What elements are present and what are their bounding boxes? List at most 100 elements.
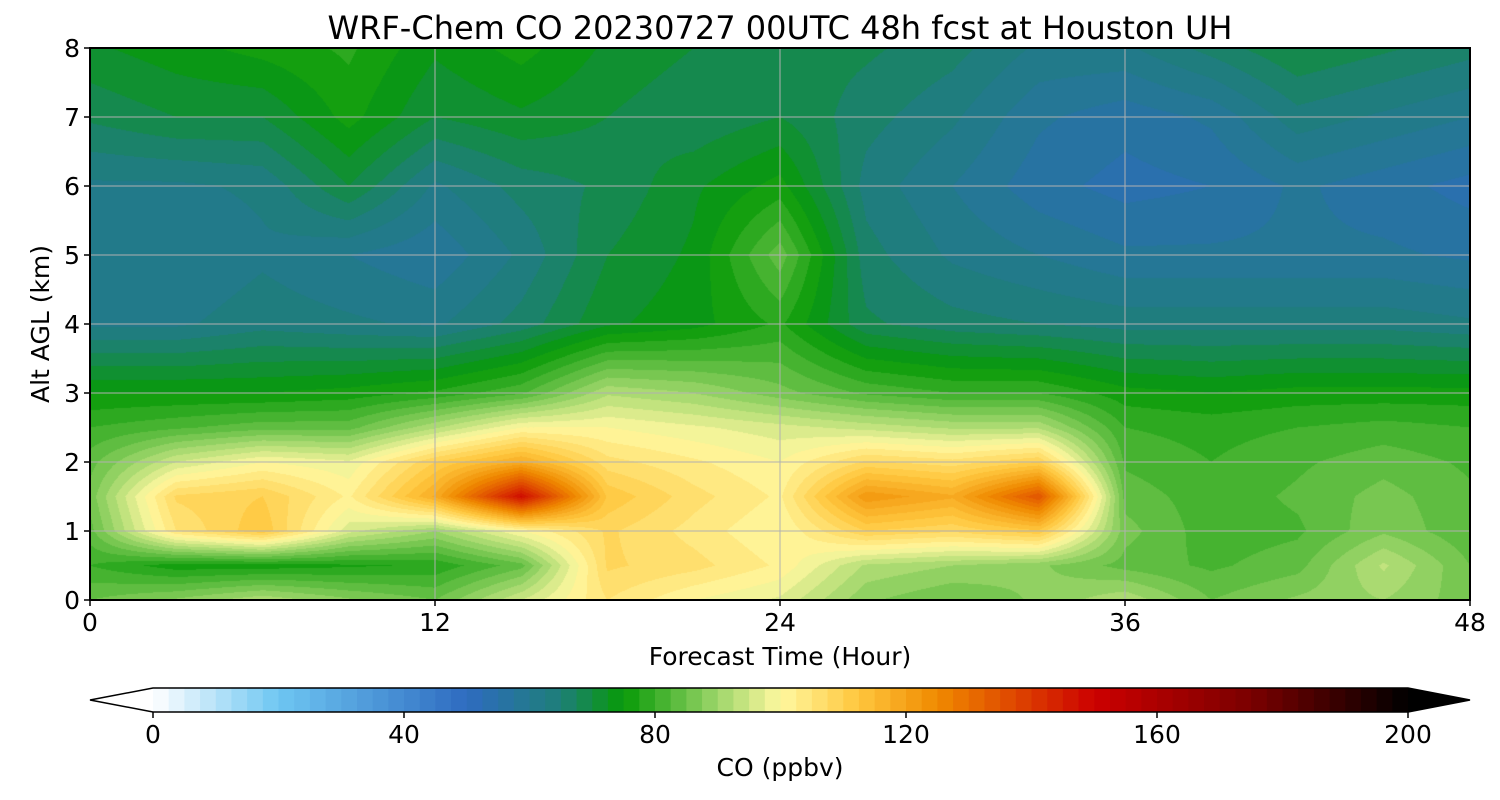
colorbar-segment: [294, 688, 311, 712]
colorbar-segment: [1282, 688, 1299, 712]
colorbar-segment: [1109, 688, 1127, 712]
colorbar-extend-min: [90, 688, 153, 712]
y-tick-label: 4: [64, 310, 80, 339]
colorbar-segment: [686, 688, 703, 712]
x-tick-label: 36: [1109, 608, 1141, 637]
colorbar-tick-label: 80: [639, 720, 671, 749]
colorbar-segment: [607, 688, 625, 712]
x-tick-label: 48: [1454, 608, 1486, 637]
colorbar-segment: [1094, 688, 1111, 712]
y-tick-label: 6: [64, 172, 80, 201]
colorbar-segment: [153, 688, 170, 712]
colorbar-segment: [1219, 688, 1237, 712]
colorbar-segment: [215, 688, 233, 712]
x-tick-label: 12: [419, 608, 451, 637]
colorbar-segment: [1125, 688, 1142, 712]
colorbar-segment: [356, 688, 374, 712]
colorbar-segment: [451, 688, 468, 712]
colorbar-segment: [1062, 688, 1080, 712]
colorbar-tick-label: 0: [145, 720, 161, 749]
colorbar-segment: [1000, 688, 1017, 712]
colorbar-segment: [702, 688, 719, 712]
colorbar: [89, 687, 1471, 713]
colorbar-segment: [968, 688, 986, 712]
colorbar-segment: [435, 688, 452, 712]
colorbar-segment: [764, 688, 782, 712]
colorbar-segment: [670, 688, 687, 712]
colorbar-segment: [733, 688, 750, 712]
colorbar-segment: [1188, 688, 1205, 712]
colorbar-segment: [1251, 688, 1268, 712]
colorbar-segment: [545, 688, 562, 712]
colorbar-segment: [184, 688, 201, 712]
colorbar-segment: [937, 688, 954, 712]
colorbar-segment: [1031, 688, 1048, 712]
colorbar-tick-label: 200: [1384, 720, 1432, 749]
y-tick-label: 1: [64, 517, 80, 546]
colorbar-segment: [1298, 688, 1315, 712]
colorbar-label: CO (ppbv): [717, 753, 844, 782]
y-tick-label: 5: [64, 241, 80, 270]
chart-title: WRF-Chem CO 20230727 00UTC 48h fcst at H…: [328, 9, 1233, 47]
colorbar-segment: [984, 688, 1001, 712]
colorbar-segment: [921, 688, 938, 712]
colorbar-tick-label: 160: [1133, 720, 1181, 749]
colorbar-segment: [1172, 688, 1189, 712]
colorbar-segment: [1329, 688, 1346, 712]
colorbar-segment: [325, 688, 342, 712]
colorbar-segment: [1392, 688, 1409, 712]
colorbar-segment: [498, 688, 515, 712]
colorbar-segment: [341, 688, 358, 712]
colorbar-segment: [843, 688, 860, 712]
y-tick-label: 8: [64, 34, 80, 63]
colorbar-segment: [717, 688, 735, 712]
x-axis: 0 12 24 36 48: [82, 600, 1486, 637]
colorbar-segment: [890, 688, 907, 712]
colorbar-segment: [874, 688, 891, 712]
colorbar-segment: [780, 688, 797, 712]
colorbar-segment: [1313, 688, 1331, 712]
colorbar-segment: [1047, 688, 1064, 712]
colorbar-segment: [1376, 688, 1393, 712]
colorbar-segment: [1078, 688, 1095, 712]
y-tick-label: 2: [64, 448, 80, 477]
colorbar-segment: [1235, 688, 1252, 712]
colorbar-segment: [278, 688, 295, 712]
colorbar-segment: [827, 688, 844, 712]
y-tick-label: 3: [64, 379, 80, 408]
y-tick-label: 7: [64, 103, 80, 132]
colorbar-segment: [623, 688, 640, 712]
y-tick-label: 0: [64, 586, 80, 615]
colorbar-segment: [262, 688, 280, 712]
colorbar-tick-label: 120: [882, 720, 930, 749]
colorbar-segment: [639, 688, 656, 712]
colorbar-segment: [388, 688, 405, 712]
colorbar-segment: [529, 688, 546, 712]
colorbar-segment: [200, 688, 217, 712]
colorbar-segment: [1345, 688, 1362, 712]
y-axis-label: Alt AGL (km): [26, 245, 55, 403]
colorbar-segment: [168, 688, 185, 712]
colorbar-segment: [560, 688, 578, 712]
colorbar-segment: [231, 688, 248, 712]
x-tick-label: 24: [764, 608, 796, 637]
colorbar-segment: [953, 688, 970, 712]
colorbar-segment: [513, 688, 531, 712]
colorbar-segment: [419, 688, 436, 712]
colorbar-segment: [404, 688, 421, 712]
colorbar-segment: [1204, 688, 1221, 712]
colorbar-segment: [372, 688, 389, 712]
colorbar-ticks: 0 40 80 120 160 200: [145, 712, 1432, 749]
colorbar-tick-label: 40: [388, 720, 420, 749]
x-tick-label: 0: [82, 608, 98, 637]
colorbar-extend-max: [1408, 688, 1470, 712]
colorbar-segment: [1266, 688, 1284, 712]
colorbar-segment: [309, 688, 327, 712]
colorbar-segment: [1015, 688, 1033, 712]
colorbar-segment: [858, 688, 876, 712]
colorbar-segment: [1141, 688, 1158, 712]
colorbar-segment: [906, 688, 923, 712]
colorbar-segment: [466, 688, 484, 712]
y-axis: 0 1 2 3 4 5 6 7 8: [64, 34, 90, 615]
